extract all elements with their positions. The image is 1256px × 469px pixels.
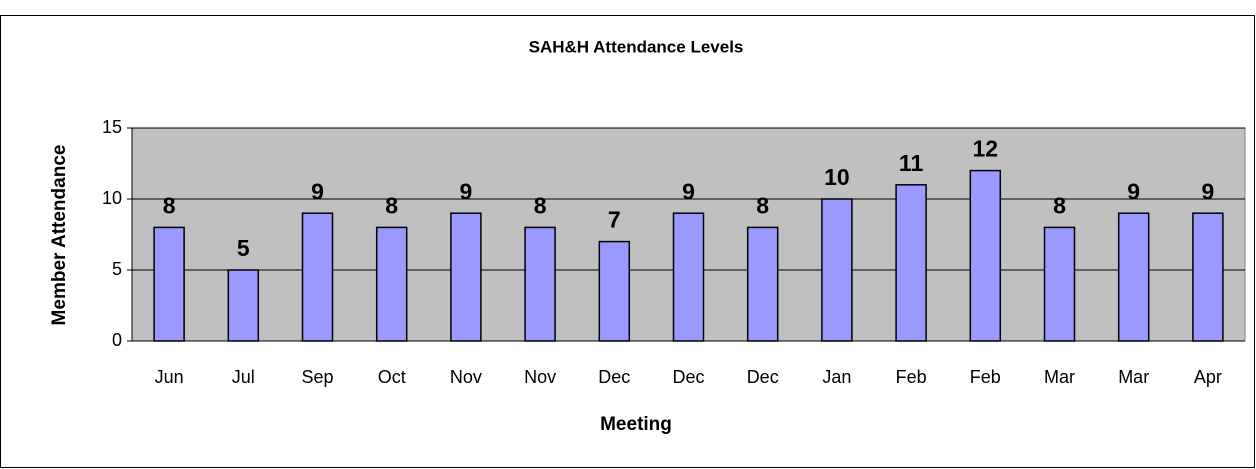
x-tick-label: Mar [1118,367,1149,387]
x-tick-label: Nov [524,367,556,387]
bar [746,226,779,342]
x-tick-label: Dec [672,367,704,387]
data-label: 8 [756,192,769,218]
x-tick-label: Jul [232,367,255,387]
chart-title: SAH&H Attendance Levels [529,37,744,56]
data-label: 10 [824,164,850,190]
data-label: 8 [534,192,547,218]
x-tick-label: Sep [301,367,333,387]
y-tick-label: 15 [102,117,122,137]
bar [598,240,631,342]
x-tick-label: Dec [747,367,779,387]
data-label: 9 [1202,178,1215,204]
data-label: 12 [973,136,999,162]
bar [375,226,408,342]
bar [821,198,853,342]
x-tick-label: Jun [155,367,184,387]
bar [450,212,482,342]
x-tick-label: Feb [970,367,1001,387]
x-tick-label: Oct [378,367,406,387]
bar [1117,212,1150,342]
x-tick-label: Nov [450,367,482,387]
data-label: 9 [460,178,473,204]
bar [153,226,185,342]
bar [672,212,705,342]
data-label: 9 [1127,178,1140,204]
bar [895,184,927,342]
bar [301,212,334,342]
data-label: 8 [1053,192,1066,218]
data-label: 9 [311,178,324,204]
y-tick-label: 10 [102,188,122,208]
data-label: 11 [899,150,924,176]
bar [227,269,260,342]
x-tick-label: Jan [822,367,851,387]
x-tick-label: Mar [1044,367,1075,387]
bar [1192,212,1224,342]
x-tick-label: Feb [896,367,927,387]
x-tick-label: Dec [598,367,630,387]
data-label: 8 [163,192,176,218]
y-axis-label: Member Attendance [49,145,70,326]
plot: 0 5 10 15 Jun 8 Jul 5 Sep 9 Oct 8 Nov 9 Nov 8 Dec 7 Dec 9 De… [102,117,1246,387]
bar [1043,226,1076,342]
data-label: 7 [608,207,621,233]
bar [969,169,1002,342]
x-tick-label: Apr [1194,367,1222,387]
data-label: 9 [682,178,695,204]
bar [524,226,556,342]
data-label: 5 [237,235,250,261]
y-tick-label: 0 [112,330,122,350]
y-tick-label: 5 [112,259,122,279]
x-axis-label: Meeting [600,414,672,435]
data-label: 8 [385,192,398,218]
